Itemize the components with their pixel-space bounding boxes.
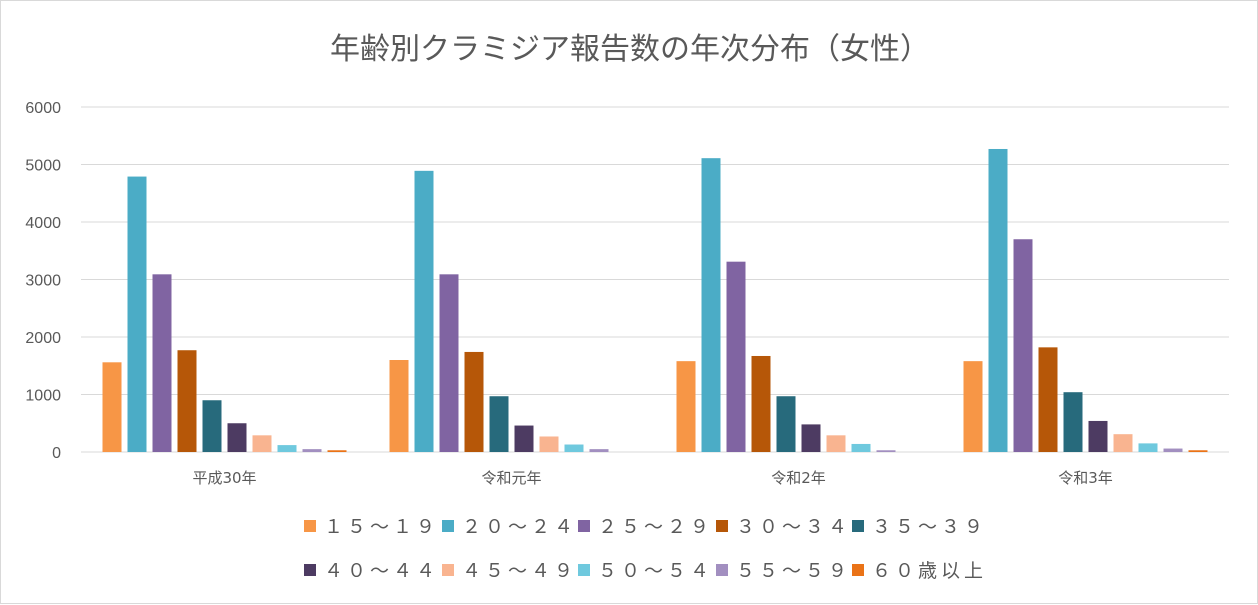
bar [302,449,322,453]
bar [1163,448,1183,452]
bar [252,435,272,452]
legend-label: ５０～５４ [598,560,713,582]
legend-swatch [442,564,454,576]
bar [1113,434,1133,452]
bar [988,148,1008,453]
legend-label: ４５～４９ [462,560,577,582]
gridlines [81,106,1229,453]
legend-swatch [578,564,590,576]
bar-series [102,148,1208,453]
y-axis-ticks: 0 1000 2000 3000 4000 5000 6000 [25,100,61,462]
bar [851,443,871,452]
x-category-label: 令和元年 [481,469,541,487]
bar [751,355,771,452]
bar [726,261,746,452]
x-axis-categories: 平成30年 令和元年 令和2年 令和3年 [192,469,1112,487]
bar [876,450,896,452]
legend-label: ５５～５９ [736,560,851,582]
y-tick-label: 6000 [25,100,61,117]
x-category-label: 令和2年 [771,469,826,487]
legend-swatch [852,520,864,532]
legend-swatch [716,564,728,576]
y-tick-label: 1000 [25,388,61,405]
legend-label: ２０～２４ [462,516,577,538]
bar [539,436,559,452]
legend: １５～１９ ２０～２４ ２５～２９ ３０～３４ ３５～３９ ４０～４４ ４５～４９ ５０～５４… [304,516,987,582]
bar [1013,239,1033,452]
bar [389,360,409,452]
chart-title: 年齢別クラミジア報告数の年次分布（女性） [330,32,930,67]
legend-swatch [852,564,864,576]
legend-swatch [578,520,590,532]
bar [776,396,796,452]
y-tick-label: 3000 [25,273,61,290]
x-category-label: 令和3年 [1058,469,1113,487]
bar [514,425,534,452]
bar [1063,392,1083,452]
y-tick-label: 4000 [25,215,61,232]
bar [1138,443,1158,453]
legend-label: ６０歳以上 [872,560,987,582]
bar [439,274,459,452]
bar [202,400,222,452]
legend-label: １５～１９ [324,516,439,538]
y-tick-label: 2000 [25,330,61,347]
bar [177,350,197,452]
bar [801,424,821,452]
legend-label: ３５～３９ [872,516,987,538]
legend-swatch [442,520,454,532]
bar [589,449,609,453]
bar [227,423,247,452]
x-category-label: 平成30年 [192,469,256,487]
y-tick-label: 0 [52,445,61,462]
bar [1088,420,1108,452]
bar [414,170,434,452]
legend-label: ２５～２９ [598,516,713,538]
bar [277,445,297,452]
bar [676,361,696,452]
bar [489,396,509,452]
bar [1188,450,1208,452]
bar [102,362,122,452]
legend-swatch [716,520,728,532]
legend-label: ３０～３４ [736,516,851,538]
bar [1038,347,1058,452]
bar [826,435,846,452]
bar [963,361,983,452]
legend-label: ４０～４４ [324,560,439,582]
y-tick-label: 5000 [25,158,61,175]
legend-swatch [304,564,316,576]
bar [127,176,147,452]
bar [564,444,584,452]
legend-swatch [304,520,316,532]
bar [152,274,172,452]
bar [464,351,484,452]
bar [701,158,721,452]
bar [327,450,347,452]
